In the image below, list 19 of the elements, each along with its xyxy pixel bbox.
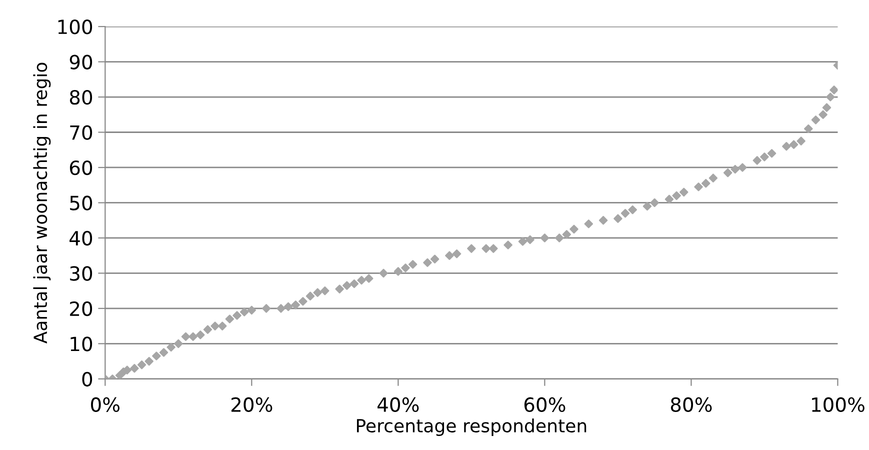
x-tick-label: 40% [378,397,419,412]
y-tick-label: 90 [70,54,92,70]
y-tick-label: 70 [70,125,92,140]
x-tick-label: 60% [524,397,566,412]
y-tick-label: 10 [70,336,92,352]
y-tick-label: 40 [70,230,92,246]
y-tick-label: 50 [70,196,92,210]
x-tick-label: 0% [91,397,120,412]
y-tick-label: 100 [58,20,92,34]
y-axis-title: Aantal jaar woonachtig in regio [33,62,51,344]
x-axis-title: Percentage respondenten [356,418,586,436]
y-tick-label: 80 [70,90,92,105]
x-tick-label: 100% [812,397,864,412]
y-tick-label: 60 [70,160,92,176]
y-tick-label: 30 [70,266,92,281]
y-tick-label: 20 [70,301,92,316]
y-tick-label: 0 [82,372,92,387]
x-tick-label: 20% [231,397,272,412]
x-tick-label: 80% [670,397,712,412]
